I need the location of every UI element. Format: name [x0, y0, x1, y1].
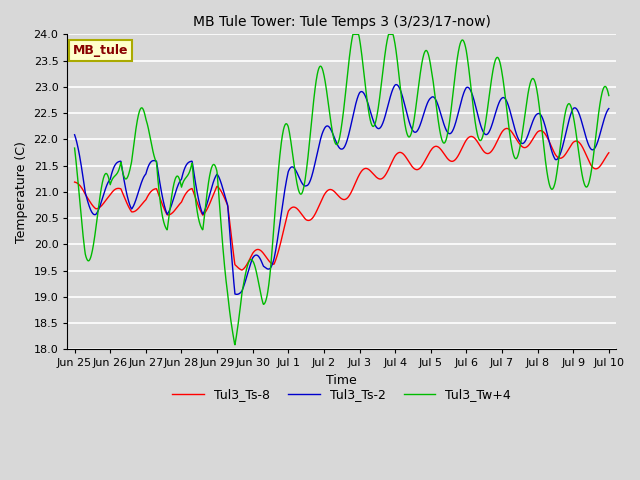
Tul3_Ts-8	[319, 196, 326, 202]
X-axis label: Time: Time	[326, 374, 357, 387]
Tul3_Ts-2	[233, 291, 241, 297]
Tul3_Ts-8	[134, 206, 141, 212]
Tul3_Ts-8	[298, 211, 305, 217]
Tul3_Ts-2	[71, 132, 79, 138]
Tul3_Ts-8	[238, 267, 246, 273]
Line: Tul3_Ts-2: Tul3_Ts-2	[75, 84, 609, 294]
Tul3_Tw+4	[134, 116, 141, 121]
Text: MB_tule: MB_tule	[73, 44, 129, 57]
Title: MB Tule Tower: Tule Temps 3 (3/23/17-now): MB Tule Tower: Tule Temps 3 (3/23/17-now…	[193, 15, 491, 29]
Tul3_Tw+4	[376, 97, 383, 103]
Tul3_Ts-2	[309, 170, 317, 176]
Tul3_Tw+4	[298, 191, 305, 197]
Tul3_Tw+4	[319, 66, 326, 72]
Tul3_Tw+4	[605, 93, 612, 98]
Line: Tul3_Tw+4: Tul3_Tw+4	[75, 35, 609, 345]
Tul3_Ts-2	[298, 180, 305, 185]
Tul3_Ts-8	[375, 176, 383, 182]
Tul3_Ts-8	[605, 150, 612, 156]
Legend: Tul3_Ts-8, Tul3_Ts-2, Tul3_Tw+4: Tul3_Ts-8, Tul3_Ts-2, Tul3_Tw+4	[167, 383, 516, 406]
Tul3_Ts-8	[71, 179, 79, 185]
Y-axis label: Temperature (C): Temperature (C)	[15, 141, 28, 243]
Tul3_Tw+4	[309, 108, 317, 113]
Tul3_Ts-2	[605, 106, 612, 111]
Tul3_Ts-8	[112, 186, 120, 192]
Tul3_Ts-8	[503, 126, 511, 132]
Tul3_Ts-8	[309, 215, 317, 221]
Tul3_Ts-2	[112, 161, 120, 167]
Tul3_Tw+4	[231, 342, 239, 348]
Tul3_Ts-2	[375, 126, 383, 132]
Tul3_Ts-2	[319, 131, 326, 136]
Line: Tul3_Ts-8: Tul3_Ts-8	[75, 129, 609, 270]
Tul3_Ts-2	[134, 192, 141, 197]
Tul3_Tw+4	[71, 145, 79, 151]
Tul3_Tw+4	[112, 172, 120, 178]
Tul3_Ts-2	[392, 82, 400, 87]
Tul3_Tw+4	[349, 32, 356, 37]
